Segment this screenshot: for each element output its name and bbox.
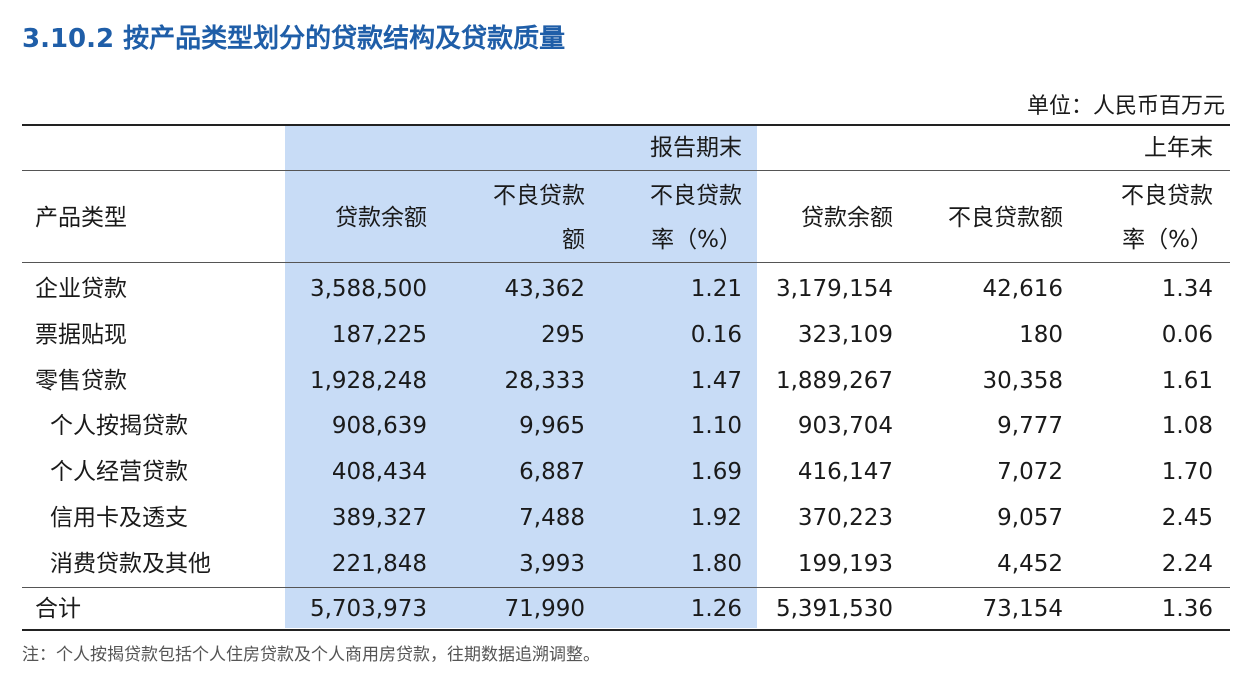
sub-row-value: 903,704 bbox=[797, 413, 893, 440]
row-value: 0.06 bbox=[1161, 321, 1213, 348]
row-value: 1.21 bbox=[690, 276, 742, 302]
sub-row-value: 7,488 bbox=[519, 505, 585, 531]
sub-row-value: 3,993 bbox=[519, 550, 585, 577]
sub-row-value: 1.10 bbox=[690, 413, 742, 440]
sub-row-value: 408,434 bbox=[331, 459, 427, 486]
footnote: 注：个人按揭贷款包括个人住房贷款及个人商用房贷款，往期数据追溯调整。 bbox=[22, 645, 600, 665]
column-header: 不良贷款 bbox=[493, 183, 585, 209]
sub-row-value: 370,223 bbox=[797, 505, 893, 531]
column-header: 贷款余额 bbox=[335, 205, 427, 231]
total-value: 5,703,973 bbox=[309, 596, 427, 622]
column-header: 贷款余额 bbox=[801, 205, 893, 231]
row-value: 30,358 bbox=[982, 367, 1063, 394]
column-header: 产品类型 bbox=[35, 205, 127, 231]
row-value: 1.34 bbox=[1161, 276, 1213, 302]
sub-row-value: 9,965 bbox=[519, 413, 585, 440]
row-value: 43,362 bbox=[504, 276, 585, 302]
total-value: 5,391,530 bbox=[775, 596, 893, 622]
total-value: 73,154 bbox=[982, 596, 1063, 622]
sub-row-value: 1.80 bbox=[690, 550, 742, 577]
row-value: 1,889,267 bbox=[775, 367, 893, 394]
total-value: 1.26 bbox=[690, 596, 742, 622]
row-value: 187,225 bbox=[331, 321, 427, 348]
sub-row-value: 9,777 bbox=[997, 413, 1063, 440]
top-rule bbox=[22, 124, 1230, 126]
row-label: 零售贷款 bbox=[35, 367, 127, 394]
row-value: 323,109 bbox=[797, 321, 893, 348]
sub-row-value: 1.92 bbox=[690, 505, 742, 531]
sub-row-value: 2.45 bbox=[1161, 505, 1213, 531]
sub-row-label: 消费贷款及其他 bbox=[50, 550, 211, 577]
sub-row-label: 信用卡及透支 bbox=[50, 505, 188, 531]
header-bottom-rule bbox=[22, 262, 1230, 263]
sub-row-value: 6,887 bbox=[519, 459, 585, 486]
sub-row-value: 7,072 bbox=[997, 459, 1063, 486]
row-value: 295 bbox=[541, 321, 585, 348]
total-rule bbox=[22, 587, 1230, 588]
column-header: 不良贷款 bbox=[650, 183, 742, 209]
column-header: 不良贷款额 bbox=[948, 205, 1063, 231]
sub-row-value: 908,639 bbox=[331, 413, 427, 440]
row-value: 3,179,154 bbox=[775, 276, 893, 302]
section-title: 3.10.2 按产品类型划分的贷款结构及贷款质量 bbox=[22, 24, 566, 54]
row-value: 42,616 bbox=[982, 276, 1063, 302]
row-value: 1,928,248 bbox=[309, 367, 427, 394]
sub-row-value: 1.08 bbox=[1161, 413, 1213, 440]
row-value: 1.47 bbox=[690, 367, 742, 394]
group-header: 上年末 bbox=[1144, 135, 1213, 161]
row-value: 180 bbox=[1019, 321, 1063, 348]
total-label: 合计 bbox=[35, 596, 81, 622]
column-header: 额 bbox=[562, 227, 585, 253]
unit-label: 单位：人民币百万元 bbox=[1026, 94, 1225, 119]
sub-row-value: 4,452 bbox=[997, 550, 1063, 577]
column-header: 率（%） bbox=[1122, 227, 1213, 253]
row-value: 28,333 bbox=[504, 367, 585, 394]
sub-row-label: 个人按揭贷款 bbox=[50, 413, 188, 440]
sub-row-value: 9,057 bbox=[997, 505, 1063, 531]
row-value: 3,588,500 bbox=[309, 276, 427, 302]
sub-row-value: 389,327 bbox=[331, 505, 427, 531]
sub-row-value: 1.70 bbox=[1161, 459, 1213, 486]
sub-row-value: 199,193 bbox=[797, 550, 893, 577]
row-value: 0.16 bbox=[690, 321, 742, 348]
total-value: 1.36 bbox=[1161, 596, 1213, 622]
column-header: 不良贷款 bbox=[1121, 183, 1213, 209]
bottom-rule bbox=[22, 629, 1230, 631]
row-value: 1.61 bbox=[1161, 367, 1213, 394]
sub-row-value: 221,848 bbox=[331, 550, 427, 577]
highlight-column bbox=[285, 126, 757, 628]
sub-row-label: 个人经营贷款 bbox=[50, 459, 188, 486]
column-header: 率（%） bbox=[651, 227, 742, 253]
sub-row-value: 2.24 bbox=[1161, 550, 1213, 577]
total-value: 71,990 bbox=[504, 596, 585, 622]
sub-row-value: 416,147 bbox=[797, 459, 893, 486]
group-header: 报告期末 bbox=[650, 135, 742, 161]
sub-row-value: 1.69 bbox=[690, 459, 742, 486]
row-label: 票据贴现 bbox=[35, 321, 127, 348]
row-label: 企业贷款 bbox=[35, 276, 127, 302]
header-rule bbox=[22, 170, 1230, 171]
